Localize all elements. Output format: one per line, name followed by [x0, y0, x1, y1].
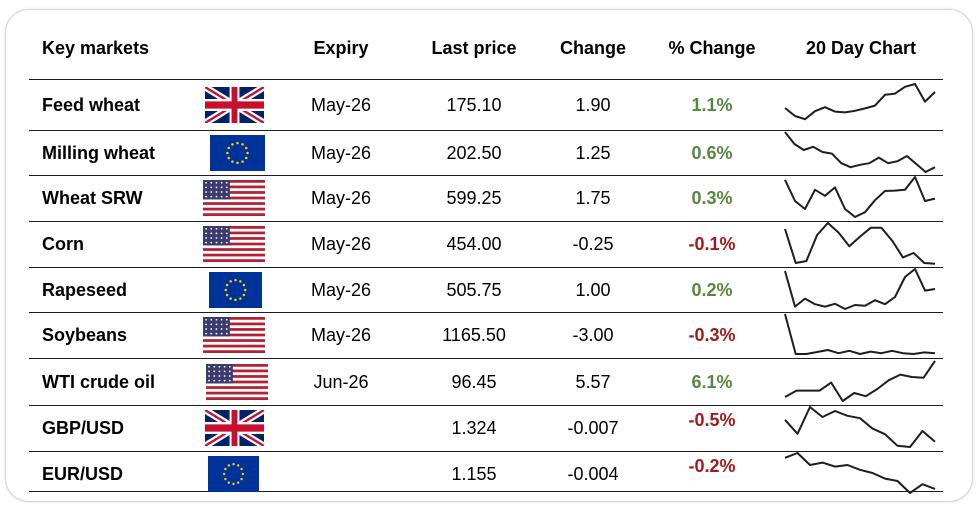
pct-change-value: -0.2% [688, 456, 736, 476]
market-name: Rapeseed [42, 280, 128, 300]
sparkline-chart [783, 451, 943, 497]
table-row: Wheat SRW May-26 599.25 1.75 0.3% [0, 175, 980, 221]
expiry-value: May-26 [310, 143, 372, 163]
row-divider [29, 491, 943, 492]
table-row: Soybeans May-26 1165.50 -3.00 -0.3% [0, 312, 980, 358]
sparkline-series [784, 406, 936, 448]
pct-change-value: 1.1% [691, 95, 733, 115]
pct-change-value: -0.3% [688, 325, 736, 345]
expiry-value: May-26 [310, 280, 372, 300]
header-expiry: Expiry [313, 38, 369, 58]
expiry-value: May-26 [310, 325, 372, 345]
us-flag-icon [206, 364, 268, 400]
sparkline-chart [783, 221, 943, 267]
pct-change-value: -0.1% [688, 234, 736, 254]
market-name: EUR/USD [42, 464, 124, 484]
pct-change-value: -0.5% [688, 410, 736, 430]
market-name: Feed wheat [42, 95, 141, 115]
expiry-value: May-26 [310, 188, 372, 208]
table-row: Corn May-26 454.00 -0.25 -0.1% [0, 221, 980, 267]
sparkline-series [784, 176, 936, 218]
row-divider [29, 221, 943, 222]
header-pct-change: % Change [668, 38, 756, 58]
market-name: Wheat SRW [42, 188, 143, 208]
pct-change-value: 0.2% [691, 280, 733, 300]
sparkline-series [784, 131, 936, 173]
eu-flag-icon [209, 272, 262, 308]
us-flag-icon [203, 180, 265, 216]
pct-change-value: 0.3% [691, 188, 733, 208]
change-value: -0.004 [567, 464, 619, 484]
expiry-value: May-26 [310, 234, 372, 254]
header-last-price: Last price [431, 38, 517, 58]
market-name: WTI crude oil [42, 372, 156, 392]
table-row: WTI crude oil Jun-26 96.45 5.57 6.1% [0, 359, 980, 405]
table-row: Milling wheat May-26 202.50 1.25 0.6% [0, 130, 980, 176]
table-row: Feed wheat May-26 175.10 1.90 1.1% [0, 82, 980, 128]
sparkline-chart [783, 312, 943, 358]
change-value: -0.007 [567, 418, 619, 438]
pct-change-value: 6.1% [691, 372, 733, 392]
change-value: 1.25 [575, 143, 611, 163]
change-value: 1.90 [575, 95, 611, 115]
row-divider [29, 312, 943, 313]
row-divider [29, 130, 943, 131]
sparkline-chart [783, 267, 943, 313]
table-row: EUR/USD 1.155 -0.004 -0.2% [0, 451, 980, 497]
us-flag-icon [203, 317, 265, 353]
table-row: Rapeseed May-26 505.75 1.00 0.2% [0, 267, 980, 313]
eu-flag-icon [210, 135, 265, 171]
eu-flag-icon [208, 456, 259, 492]
expiry-value: Jun-26 [313, 372, 369, 392]
row-divider [29, 267, 943, 268]
change-value: 1.75 [575, 188, 611, 208]
row-divider [29, 451, 943, 452]
sparkline-series [784, 360, 936, 402]
uk-flag-icon [205, 87, 264, 123]
market-name: GBP/USD [42, 418, 125, 438]
table-row: GBP/USD 1.324 -0.007 -0.5% [0, 405, 980, 451]
sparkline-chart [783, 175, 943, 221]
row-divider [29, 405, 943, 406]
header-change: Change [559, 38, 627, 58]
change-value: -0.25 [572, 234, 614, 254]
row-divider [29, 358, 943, 359]
last-price-value: 505.75 [446, 280, 502, 300]
sparkline-series [784, 313, 936, 355]
market-name: Milling wheat [42, 143, 156, 163]
us-flag-icon [203, 226, 265, 262]
markets-card [5, 9, 973, 502]
last-price-value: 202.50 [446, 143, 502, 163]
uk-flag-icon [205, 410, 264, 446]
last-price-value: 175.10 [446, 95, 502, 115]
market-name: Corn [42, 234, 84, 254]
sparkline-series [784, 222, 936, 265]
change-value: -3.00 [572, 325, 614, 345]
market-name: Soybeans [42, 325, 128, 345]
last-price-value: 96.45 [451, 372, 497, 392]
expiry-value: May-26 [310, 95, 372, 115]
last-price-value: 599.25 [446, 188, 502, 208]
sparkline-series [784, 83, 936, 121]
row-divider [29, 79, 943, 80]
sparkline-chart [783, 130, 943, 176]
header-20-day-chart: 20 Day Chart [805, 38, 917, 58]
sparkline-series [784, 452, 936, 494]
change-value: 5.57 [575, 372, 611, 392]
last-price-value: 454.00 [446, 234, 502, 254]
sparkline-chart [783, 82, 943, 128]
sparkline-chart [783, 405, 943, 451]
sparkline-chart [783, 359, 943, 405]
sparkline-series [784, 268, 936, 310]
last-price-value: 1165.50 [442, 325, 506, 345]
header-key-markets: Key markets [42, 38, 150, 58]
last-price-value: 1.155 [451, 464, 497, 484]
change-value: 1.00 [575, 280, 611, 300]
last-price-value: 1.324 [451, 418, 497, 438]
pct-change-value: 0.6% [691, 143, 733, 163]
row-divider [29, 175, 943, 176]
